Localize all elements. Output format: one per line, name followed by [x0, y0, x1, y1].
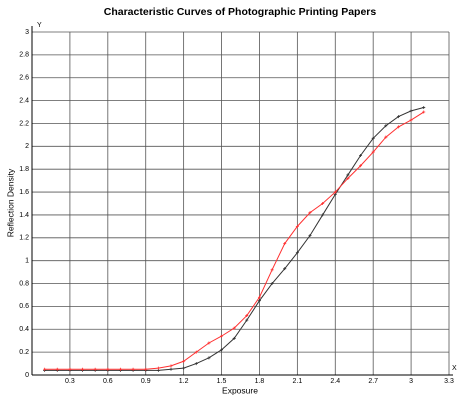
x-tick-label: 0.9 — [141, 378, 151, 385]
x-tick-label: 2.4 — [330, 378, 340, 385]
point-marker — [333, 190, 337, 194]
y-tick-label: 0.8 — [19, 280, 29, 287]
y-tick-label: 2.6 — [19, 75, 29, 82]
point-marker — [182, 366, 186, 370]
point-marker — [43, 367, 47, 371]
point-marker — [169, 367, 173, 371]
y-tick-label: 0.6 — [19, 303, 29, 310]
point-marker — [144, 367, 148, 371]
point-marker — [270, 282, 274, 286]
point-marker — [232, 326, 236, 330]
point-marker — [106, 367, 110, 371]
point-marker — [220, 348, 224, 352]
point-marker — [232, 336, 236, 340]
point-marker — [283, 242, 287, 246]
point-marker — [371, 136, 375, 140]
point-marker — [321, 213, 325, 217]
chart-title: Characteristic Curves of Photographic Pr… — [104, 6, 377, 18]
point-marker — [55, 367, 59, 371]
y-tick-label: 1.6 — [19, 189, 29, 196]
y-tick-label: 2.8 — [19, 52, 29, 59]
point-marker — [359, 153, 363, 157]
x-tick-label: 2.7 — [368, 378, 378, 385]
point-marker — [257, 299, 261, 303]
x-tick-label: 2.1 — [292, 378, 302, 385]
point-marker — [384, 124, 388, 128]
x-tick-label: 1.2 — [179, 378, 189, 385]
y-tick-label: 2.4 — [19, 97, 29, 104]
point-marker — [245, 314, 249, 318]
y-tick-label: 1.8 — [19, 166, 29, 173]
point-marker — [409, 118, 413, 122]
point-marker — [68, 367, 72, 371]
series-line — [44, 111, 424, 370]
point-marker — [245, 318, 249, 322]
point-marker — [156, 366, 160, 370]
point-marker — [396, 115, 400, 119]
x-tick-label: 1.5 — [217, 378, 227, 385]
y-tick-label: 0.2 — [19, 349, 29, 356]
point-marker — [308, 234, 312, 238]
point-marker — [371, 150, 375, 154]
point-marker — [257, 295, 261, 299]
y-tick-label: 1 — [25, 258, 29, 265]
point-marker — [346, 173, 350, 177]
point-marker — [321, 202, 325, 205]
point-marker — [295, 251, 299, 255]
point-marker — [194, 362, 198, 366]
point-marker — [131, 367, 135, 371]
point-marker — [169, 364, 173, 368]
y-tick-label: 0 — [25, 372, 29, 379]
y-tick-label: 2.2 — [19, 120, 29, 127]
point-marker — [93, 367, 97, 371]
x-tick-label: 3 — [409, 378, 413, 385]
point-marker — [283, 267, 287, 271]
point-marker — [346, 176, 350, 180]
y-tick-label: 2 — [25, 143, 29, 150]
point-marker — [422, 110, 426, 114]
point-marker — [182, 359, 186, 363]
x-tick-label: 0.3 — [65, 378, 75, 385]
point-marker — [118, 367, 122, 371]
y-tick-label: 3 — [25, 29, 29, 36]
point-marker — [81, 367, 85, 371]
y-tick-label: 1.2 — [19, 235, 29, 242]
point-marker — [220, 334, 224, 338]
point-marker — [207, 356, 211, 360]
x-axis-label: Exposure — [222, 385, 258, 395]
point-marker — [207, 341, 211, 345]
x-tick-label: 0.6 — [103, 378, 113, 385]
point-marker — [384, 135, 388, 139]
point-marker — [396, 125, 400, 129]
point-marker — [359, 164, 363, 168]
x-tick-label: 1.8 — [255, 378, 265, 385]
point-marker — [295, 224, 299, 228]
y-axis-label: Reflection Density — [5, 168, 15, 237]
point-marker — [422, 105, 426, 109]
point-marker — [270, 268, 274, 272]
x-axis-letter: X — [452, 365, 457, 372]
y-tick-label: 0.4 — [19, 326, 29, 333]
x-tick-label: 3.3 — [444, 378, 454, 385]
point-marker — [194, 350, 198, 354]
y-tick-label: 1.4 — [19, 212, 29, 219]
y-axis-letter: Y — [37, 22, 42, 29]
series-line — [44, 106, 424, 371]
point-marker — [308, 211, 312, 215]
point-marker — [409, 109, 413, 113]
